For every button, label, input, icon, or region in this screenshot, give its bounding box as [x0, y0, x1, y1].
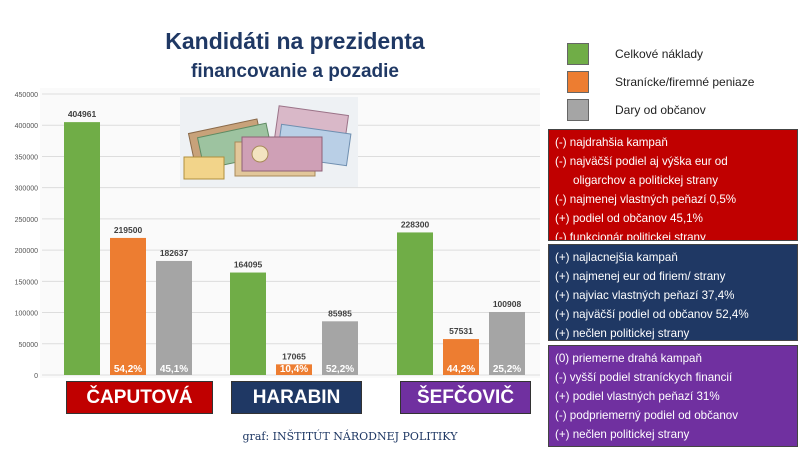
note-line: (-) najdrahšia kampaň — [555, 136, 668, 149]
bar-value-label: 57531 — [449, 326, 473, 336]
note-line: (-) funkcionár politickej strany — [555, 231, 706, 241]
note-line: (+) najväčší podiel od občanov 52,4% — [555, 308, 749, 321]
bar — [110, 237, 146, 375]
legend-item: Stranícke/firemné peniaze — [567, 71, 754, 93]
bar — [489, 311, 525, 375]
bar — [156, 260, 192, 375]
y-tick-label: 350000 — [15, 154, 38, 161]
candidate-label-caputova: ČAPUTOVÁ — [66, 381, 213, 414]
y-tick-label: 200000 — [15, 248, 38, 255]
legend-label: Dary od občanov — [615, 103, 706, 117]
legend-label: Celkové náklady — [615, 47, 704, 61]
note-line: (-) najmenej vlastných peňazí 0,5% — [555, 193, 737, 206]
bar-value-label: 164095 — [234, 260, 263, 270]
euro-banknotes-image — [180, 97, 358, 187]
legend-label: Stranícke/firemné peniaze — [615, 75, 755, 89]
bar-value-label: 100908 — [493, 299, 522, 309]
chart-subtitle: financovanie a pozadie — [191, 61, 399, 82]
bar — [322, 321, 358, 375]
note-line: (+) najmenej eur od firiem/ strany — [555, 270, 726, 283]
bar — [64, 122, 100, 375]
note-line: (+) podiel vlastných peňazí 31% — [555, 390, 720, 403]
candidate-label-sefcovic: ŠEFČOVIČ — [400, 381, 531, 414]
note-line: (-) vyšší podiel straníckych financií — [555, 371, 733, 384]
note-line: (+) podiel od občanov 45,1% — [555, 212, 703, 225]
bar-value-label: 182637 — [160, 248, 189, 258]
legend-swatch-orange — [567, 71, 589, 93]
note-line: (0) priemerne drahá kampaň — [555, 352, 702, 365]
bar-value-label: 228300 — [401, 219, 430, 229]
note-line: oligarchov a politickej strany — [573, 174, 718, 187]
notes-box-harabin: (+) najlacnejšia kampaň (+) najmenej eur… — [548, 244, 798, 341]
y-tick-label: 0 — [34, 373, 38, 380]
bar-value-label: 219500 — [114, 225, 143, 235]
bar-percent-label: 52,2% — [326, 364, 354, 375]
note-line: (-) podpriemerný podiel od občanov — [555, 409, 739, 422]
y-tick-label: 100000 — [15, 311, 38, 318]
candidate-label-harabin: HARABIN — [231, 381, 362, 414]
note-line: (+) najviac vlastných peňazí 37,4% — [555, 289, 735, 302]
y-tick-label: 50000 — [19, 342, 39, 349]
y-tick-label: 450000 — [15, 92, 38, 99]
note-line: (+) najlacnejšia kampaň — [555, 251, 678, 264]
bar-percent-label: 45,1% — [160, 364, 188, 375]
note-line: (+) nečlen politickej strany — [555, 327, 690, 340]
bar-percent-label: 54,2% — [114, 364, 142, 375]
y-tick-label: 400000 — [15, 123, 38, 130]
y-tick-label: 250000 — [15, 217, 38, 224]
bar — [276, 364, 312, 375]
legend-swatch-gray — [567, 99, 589, 121]
note-line: (-) najväčší podiel aj výška eur od — [555, 155, 728, 168]
chart-title: Kandidáti na prezidenta — [165, 28, 425, 54]
notes-box-sefcovic: (0) priemerne drahá kampaň (-) vyšší pod… — [548, 345, 798, 447]
bar — [397, 232, 433, 375]
y-tick-label: 300000 — [15, 186, 38, 193]
bar-percent-label: 25,2% — [493, 364, 521, 375]
notes-box-caputova: (-) najdrahšia kampaň (-) najväčší podie… — [548, 129, 798, 241]
legend-item: Celkové náklady — [567, 43, 703, 65]
bar — [230, 272, 266, 375]
bar-value-label: 85985 — [328, 308, 352, 318]
source-caption: graf: INŠTITÚT NÁRODNEJ POLITIKY — [242, 430, 458, 443]
bar-value-label: 404961 — [68, 109, 97, 119]
bar-percent-label: 44,2% — [447, 364, 475, 375]
y-axis-ticks: 0 50000 100000 150000 200000 250000 300000 3500… — [15, 92, 38, 380]
legend-swatch-green — [567, 43, 589, 65]
bar-value-label: 17065 — [282, 351, 306, 361]
bar-percent-label: 10,4% — [280, 364, 308, 375]
legend-item: Dary od občanov — [567, 99, 706, 121]
bars: 404961 219500 54,2% 182637 45,1% 164095 17065 1… — [64, 109, 525, 375]
note-line: (+) nečlen politickej strany — [555, 428, 690, 441]
y-tick-label: 150000 — [15, 279, 38, 286]
bar — [443, 339, 479, 375]
